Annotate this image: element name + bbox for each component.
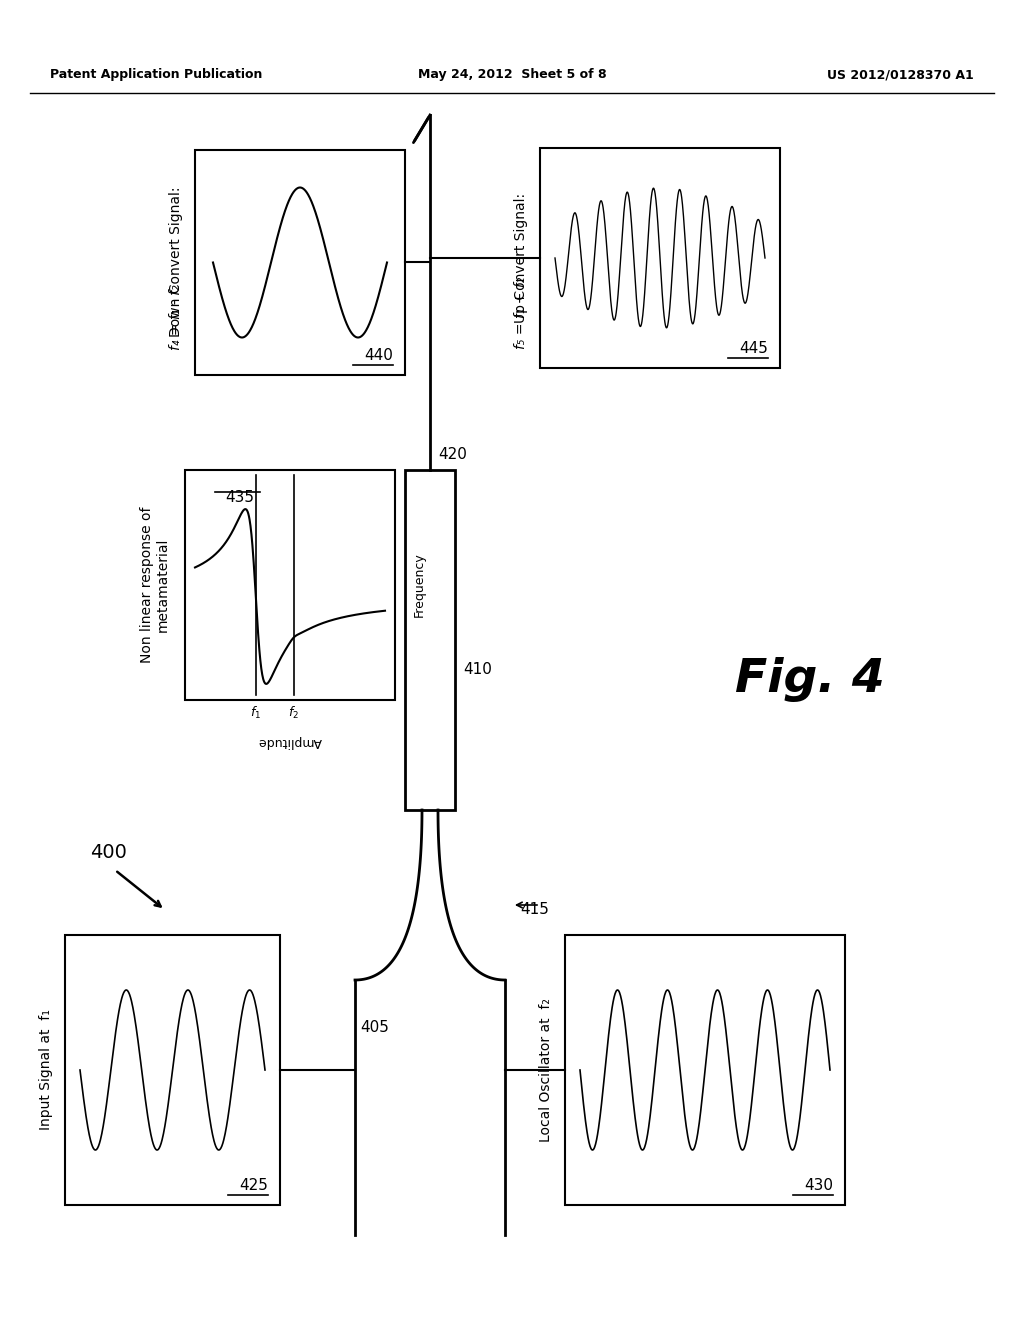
Text: May 24, 2012  Sheet 5 of 8: May 24, 2012 Sheet 5 of 8	[418, 69, 606, 81]
FancyBboxPatch shape	[565, 935, 845, 1205]
Text: Amplitude: Amplitude	[258, 735, 322, 748]
Text: 440: 440	[365, 348, 393, 363]
Text: Non linear response of
metamaterial: Non linear response of metamaterial	[140, 507, 170, 663]
Text: 405: 405	[360, 1020, 389, 1035]
Text: 420: 420	[438, 447, 467, 462]
Text: f₄ = f₁ - f₂: f₄ = f₁ - f₂	[169, 284, 183, 350]
FancyBboxPatch shape	[185, 470, 395, 700]
FancyBboxPatch shape	[406, 470, 455, 810]
Text: 410: 410	[463, 663, 492, 677]
Text: Fig. 4: Fig. 4	[735, 657, 885, 702]
Text: 415: 415	[520, 903, 549, 917]
Text: Patent Application Publication: Patent Application Publication	[50, 69, 262, 81]
Text: Frequency: Frequency	[413, 553, 426, 618]
Text: $f_1$: $f_1$	[250, 705, 261, 721]
Text: $f_2$: $f_2$	[289, 705, 299, 721]
Text: 425: 425	[240, 1177, 268, 1193]
Text: 445: 445	[739, 341, 768, 356]
FancyBboxPatch shape	[195, 150, 406, 375]
Text: 430: 430	[804, 1177, 833, 1193]
Text: f₅ = f₁ + f₂: f₅ = f₁ + f₂	[514, 277, 528, 348]
Text: Down Convert Signal:: Down Convert Signal:	[169, 186, 183, 337]
Text: Input Signal at  f₁: Input Signal at f₁	[39, 1010, 53, 1130]
FancyBboxPatch shape	[65, 935, 280, 1205]
Text: US 2012/0128370 A1: US 2012/0128370 A1	[827, 69, 974, 81]
Text: 400: 400	[90, 843, 127, 862]
Text: Local Oscillator at  f₂: Local Oscillator at f₂	[539, 998, 553, 1142]
FancyBboxPatch shape	[540, 148, 780, 368]
Text: 435: 435	[225, 490, 255, 506]
Text: Up Convert Signal:: Up Convert Signal:	[514, 193, 528, 323]
